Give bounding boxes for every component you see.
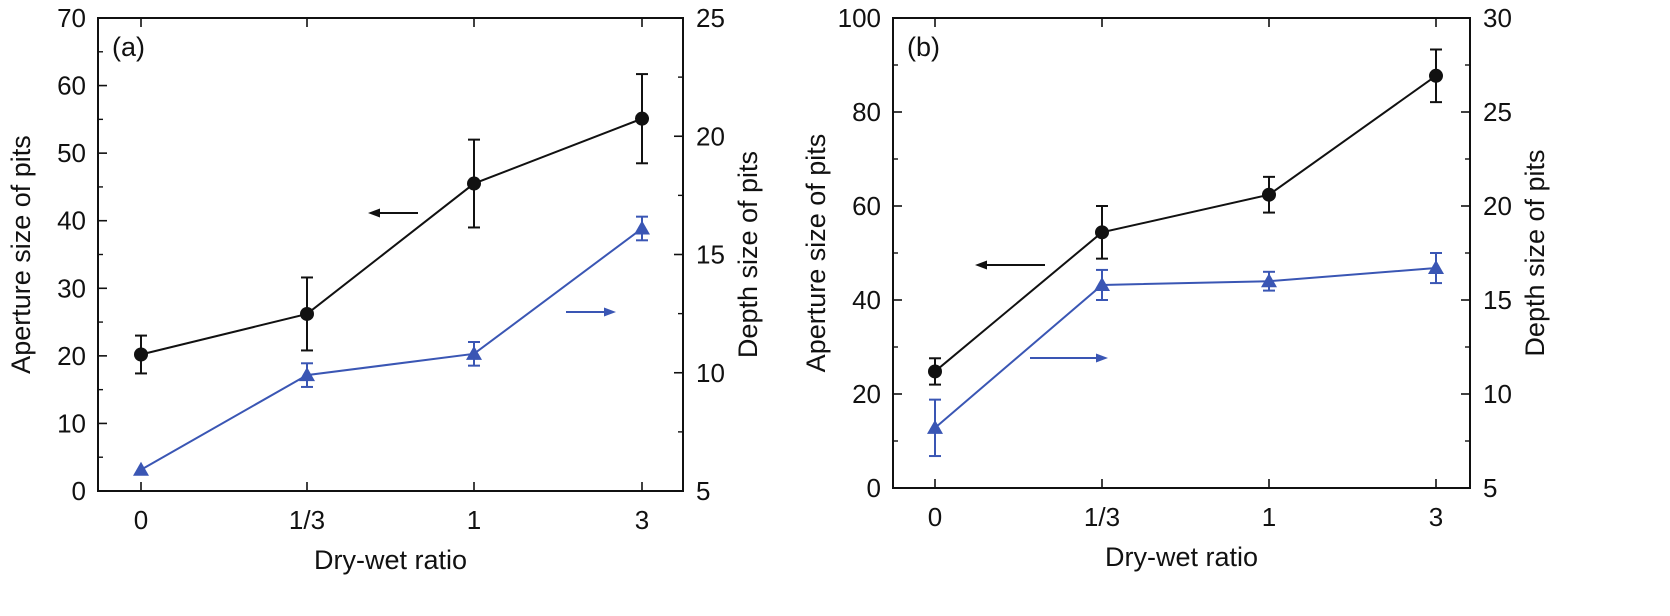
chart-1-series-2-marker-point	[299, 367, 315, 382]
chart-2-series-1-arrow-head	[975, 260, 987, 270]
chart-1-series-1-marker-point	[134, 347, 148, 362]
chart-2-x-tick-label: 3	[1429, 502, 1443, 532]
chart-1-right-tick-label: 15	[696, 240, 725, 270]
chart-2-left-tick-label: 100	[838, 3, 881, 33]
chart-1-series-2-marker-point	[133, 461, 149, 476]
chart-2-series-2-marker-point	[1428, 260, 1444, 275]
chart-2-left-tick-label: 60	[852, 191, 881, 221]
chart-2-series-2-line	[934, 267, 1437, 429]
chart-1-series-1-marker-point	[467, 176, 481, 191]
chart-1-left-tick-label: 0	[72, 476, 86, 506]
chart-1-series-1-arrow-head	[368, 208, 380, 218]
chart-1-x-tick-label: 0	[134, 505, 148, 535]
chart-2-x-tick-label: 1/3	[1084, 502, 1120, 532]
chart-1-left-tick-label: 70	[57, 3, 86, 33]
chart-2-left-tick-label: 0	[867, 473, 881, 503]
chart-1-x-axis-title: Dry-wet ratio	[314, 545, 467, 575]
chart-2-left-tick-label: 80	[852, 97, 881, 127]
chart-1-plot-frame	[97, 17, 684, 492]
chart-1-left-tick-label: 20	[57, 341, 86, 371]
chart-1-right-tick-label: 10	[696, 358, 725, 388]
chart-2-right-tick-label: 5	[1483, 473, 1497, 503]
chart-2-x-tick-label: 1	[1262, 502, 1276, 532]
chart-1-left-tick-label: 60	[57, 71, 86, 101]
chart-2-right-tick-label: 15	[1483, 285, 1512, 315]
chart-1-series-2-marker-point	[466, 345, 482, 360]
chart-1-left-tick-label: 30	[57, 273, 86, 303]
chart-2-x-axis-title: Dry-wet ratio	[1105, 542, 1258, 572]
chart-1-x-tick-label: 1/3	[289, 505, 325, 535]
chart-2-series-1-marker-point	[1095, 225, 1109, 240]
chart-1-left-tick-label: 10	[57, 408, 86, 438]
chart-2-series-1-marker-point	[1429, 68, 1443, 83]
chart-1-series-1-marker-point	[635, 111, 649, 126]
chart-1-panel-label: (a)	[112, 32, 145, 62]
chart-2-x-tick-label: 0	[928, 502, 942, 532]
chart-1-series-2-line	[140, 227, 643, 471]
chart-2-series-2-marker-point	[1094, 276, 1110, 291]
chart-1-y-left-title: Aperture size of pits	[6, 135, 36, 374]
chart-1-right-tick-label: 20	[696, 121, 725, 151]
chart-2-left-tick-label: 40	[852, 285, 881, 315]
chart-2-series-2-marker-point	[927, 419, 943, 434]
chart-1-left-tick-label: 50	[57, 138, 86, 168]
chart-2-series-1-marker-point	[1262, 187, 1276, 202]
chart-2-right-tick-label: 25	[1483, 97, 1512, 127]
chart-2-series-1-marker-point	[928, 364, 942, 379]
chart-1-series-2-arrow-head	[604, 307, 616, 317]
chart-2-right-tick-label: 30	[1483, 3, 1512, 33]
chart-2-y-left-title: Aperture size of pits	[801, 134, 831, 373]
chart-2-series-2-arrow-head	[1096, 353, 1108, 363]
chart-1-right-tick-label: 25	[696, 3, 725, 33]
chart-2-right-tick-label: 20	[1483, 191, 1512, 221]
chart-2-y-right-title: Depth size of pits	[1520, 149, 1550, 356]
chart-2-right-tick-label: 10	[1483, 379, 1512, 409]
chart-2-plot-frame	[892, 17, 1471, 489]
chart-2-series-1-line	[934, 74, 1437, 373]
chart-1-x-tick-label: 1	[467, 505, 481, 535]
chart-1-left-tick-label: 40	[57, 206, 86, 236]
chart-2-panel-label: (b)	[907, 32, 940, 62]
chart-1-series-1-line	[140, 117, 643, 356]
chart-1-y-right-title: Depth size of pits	[733, 151, 763, 358]
chart-1-series-1-marker-point	[300, 306, 314, 321]
chart-2-series-2-marker-point	[1261, 273, 1277, 288]
chart-1-x-tick-label: 3	[635, 505, 649, 535]
chart-1-series-2-marker-point	[634, 220, 650, 235]
chart-2-left-tick-label: 20	[852, 379, 881, 409]
chart-1-right-tick-label: 5	[696, 476, 710, 506]
